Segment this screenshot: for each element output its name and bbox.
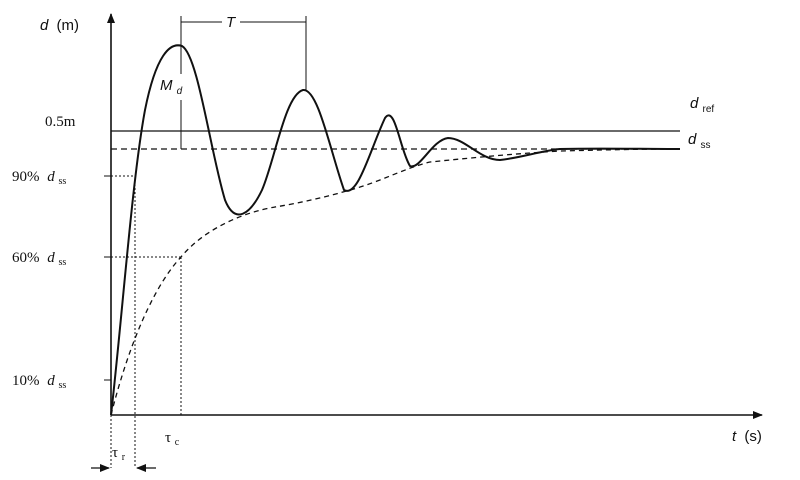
y-axis-unit: (m): [57, 17, 80, 34]
envelope-curve: [110, 148, 681, 416]
svg-text:d (m): d (m): [40, 17, 79, 34]
label-90-pct: 90%: [12, 169, 40, 185]
svg-text:τ c: τ c: [165, 430, 180, 448]
steady-state-subscript: ss: [701, 140, 711, 151]
svg-text:M d: M d: [160, 77, 183, 97]
label-60-d: d: [47, 250, 55, 266]
tau-r-label: τ: [112, 445, 118, 461]
overshoot-label: M: [160, 77, 173, 94]
svg-text:d ref: d ref: [690, 95, 714, 115]
label-60-pct: 60%: [12, 250, 40, 266]
label-10-sub: ss: [59, 380, 67, 391]
reference-subscript: ref: [703, 104, 715, 115]
label-10-pct: 10%: [12, 373, 40, 389]
overshoot-subscript: d: [177, 86, 183, 97]
tau-c-label: τ: [165, 430, 171, 446]
label-60-sub: ss: [59, 257, 67, 268]
response-curve: [110, 44, 681, 416]
svg-text:τ r: τ r: [112, 445, 126, 463]
reference-label: d: [690, 95, 699, 112]
label-half-m: 0.5m: [45, 114, 76, 130]
tau-c-subscript: c: [175, 437, 180, 448]
tau-r-subscript: r: [122, 452, 126, 463]
x-axis-symbol: t: [732, 428, 737, 445]
label-90-d: d: [47, 169, 55, 185]
period-label: T: [226, 14, 237, 31]
steady-state-label: d: [688, 131, 697, 148]
svg-text:60% d ss: 60% d ss: [12, 250, 66, 268]
svg-text:10% d ss: 10% d ss: [12, 373, 66, 391]
x-axis-unit: (s): [744, 428, 762, 445]
y-axis-symbol: d: [40, 17, 49, 34]
label-90-sub: ss: [59, 176, 67, 187]
svg-text:t (s): t (s): [732, 428, 762, 445]
label-10-d: d: [47, 373, 55, 389]
svg-text:90% d ss: 90% d ss: [12, 169, 66, 187]
svg-text:d ss: d ss: [688, 131, 711, 151]
